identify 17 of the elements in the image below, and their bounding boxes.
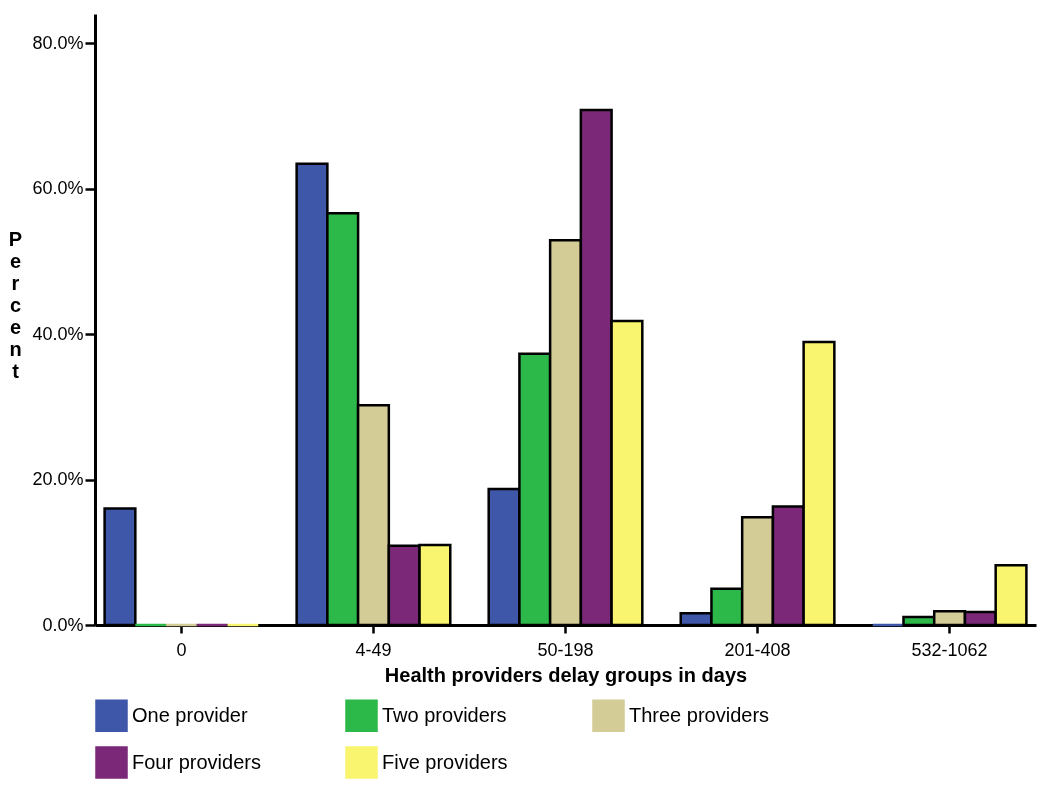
x-axis-title: Health providers delay groups in days <box>384 663 748 686</box>
x-tick-label: 201-408 <box>724 639 791 660</box>
y-tick-label: 40.0% <box>32 323 84 344</box>
legend-label: Two providers <box>382 703 507 726</box>
x-tick-label: 50-198 <box>537 639 594 660</box>
x-tick-label: 532-1062 <box>911 639 988 660</box>
legend-label: Five providers <box>382 750 508 773</box>
y-tick-label: 0.0% <box>42 614 84 635</box>
y-tick-label: 20.0% <box>32 469 84 490</box>
y-axis-title: Percent <box>8 228 23 382</box>
y-tick-label: 60.0% <box>32 178 84 199</box>
x-tick-label: 0 <box>176 639 187 660</box>
legend-label: Three providers <box>629 703 770 726</box>
legend-label: One provider <box>132 703 248 726</box>
x-tick-label: 4-49 <box>355 639 392 660</box>
y-tick-label: 80.0% <box>32 32 84 53</box>
legend-label: Four providers <box>132 750 261 773</box>
